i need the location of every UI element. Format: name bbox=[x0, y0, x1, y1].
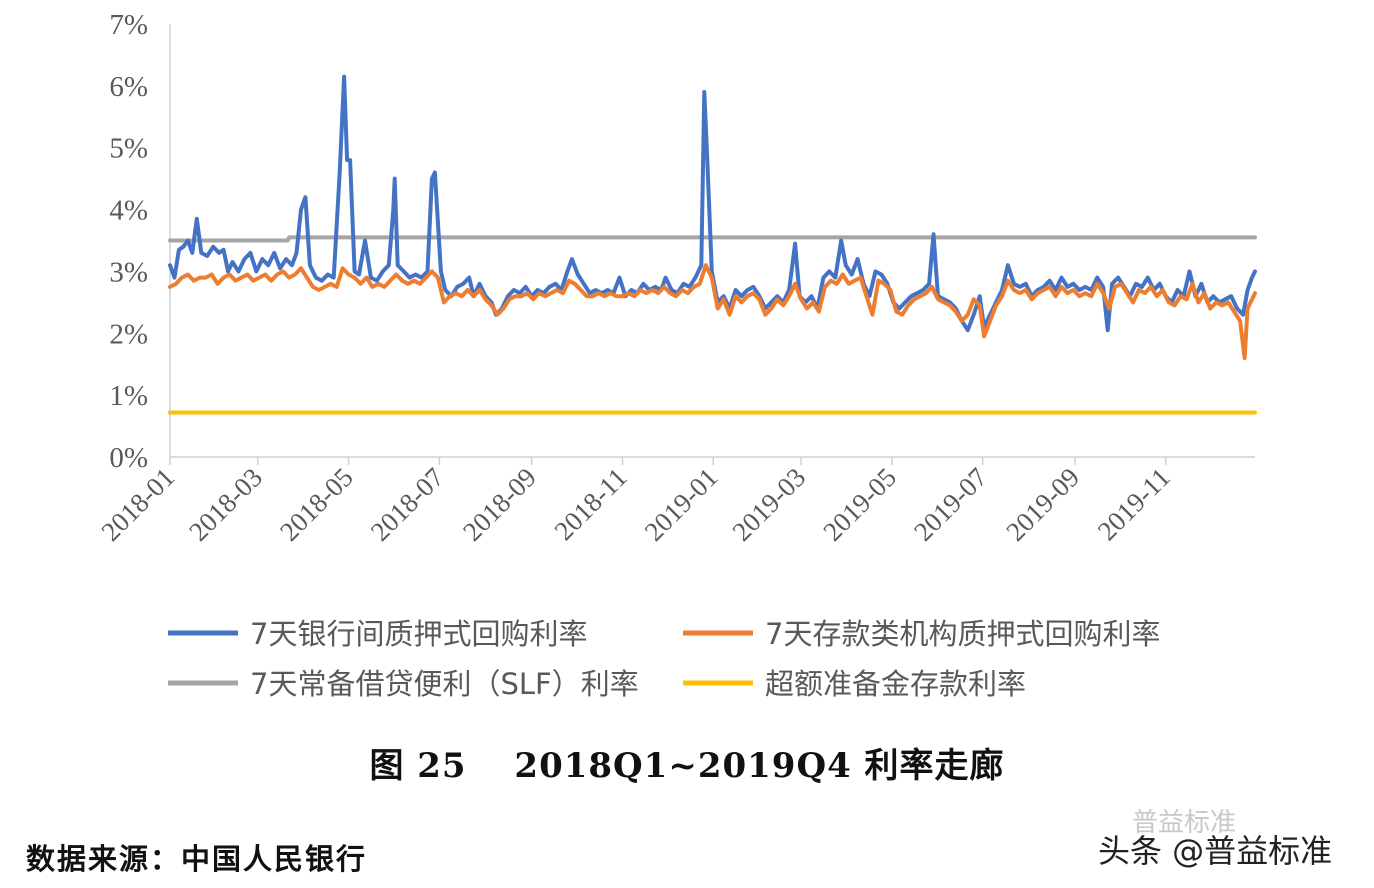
y-tick-label: 2% bbox=[109, 318, 148, 350]
y-tick-label: 4% bbox=[109, 195, 148, 227]
x-tick-label: 2018-09 bbox=[457, 462, 542, 547]
series-layer bbox=[168, 74, 1257, 415]
series-line-0 bbox=[168, 74, 1257, 333]
x-tick-label: 2018-07 bbox=[365, 462, 450, 547]
series-line-2 bbox=[168, 235, 1257, 243]
y-tick-label: 7% bbox=[109, 9, 148, 41]
x-tick-label: 2018-05 bbox=[274, 462, 359, 547]
legend-label: 7天常备借贷便利（SLF）利率 bbox=[250, 667, 639, 701]
y-axis: 0% 1% 2% 3% 4% 5% 6% 7% bbox=[109, 9, 171, 474]
y-tick-label: 5% bbox=[109, 133, 148, 165]
x-axis: 2018-01 2018-03 2018-05 2018-07 2018-09 2018-… bbox=[95, 456, 1255, 547]
x-tick-label: 2019-11 bbox=[1092, 462, 1176, 546]
watermark-text: 头条 @普益标准 bbox=[1098, 832, 1333, 870]
watermark-faint-text: 普益标准 bbox=[1132, 808, 1237, 838]
x-tick-label: 2018-01 bbox=[95, 462, 180, 547]
data-source: 数据来源：中国人民银行 bbox=[26, 842, 368, 876]
line-chart: 0%1%2%3%4%5%6%7% 2018-01 2018-03 2018-05 20… bbox=[95, 9, 1257, 701]
x-tick-label: 2019-07 bbox=[908, 462, 993, 547]
x-tick-label: 2019-03 bbox=[726, 462, 811, 547]
x-tick-label: 2019-09 bbox=[1000, 462, 1085, 547]
legend-label: 超额准备金存款利率 bbox=[765, 667, 1026, 701]
legend: 7天银行间质押式回购利率 7天存款类机构质押式回购利率 7天常备借贷便利（SLF）利… bbox=[168, 617, 1160, 701]
x-tick-label: 2018-11 bbox=[549, 462, 633, 546]
legend-label: 7天存款类机构质押式回购利率 bbox=[765, 617, 1160, 651]
figure-caption: 图 25 2018Q1~2019Q4 利率走廊 bbox=[369, 746, 1005, 786]
y-tick-label: 3% bbox=[109, 256, 148, 288]
y-tick-label: 6% bbox=[109, 71, 148, 103]
x-tick-label: 2019-01 bbox=[639, 462, 724, 547]
x-tick-label: 2019-05 bbox=[817, 462, 902, 547]
y-tick-label: 0% bbox=[109, 442, 148, 474]
series-line-1 bbox=[168, 263, 1257, 360]
y-tick-label: 1% bbox=[109, 380, 148, 412]
x-tick-label: 2018-03 bbox=[183, 462, 268, 547]
legend-label: 7天银行间质押式回购利率 bbox=[250, 617, 587, 651]
